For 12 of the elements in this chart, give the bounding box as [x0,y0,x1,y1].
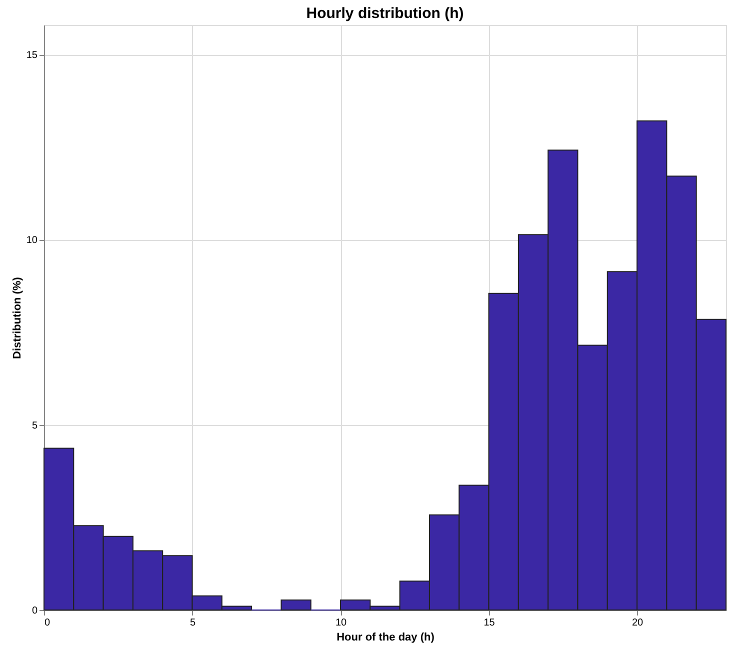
x-tick-label: 5 [190,618,196,628]
x-tick-label: 20 [632,618,644,628]
y-tick-label: 10 [26,235,38,246]
x-tick-label: 10 [335,618,348,628]
x-tick-label: 0 [44,618,50,628]
y-axis-title: Distribution (%) [11,276,24,359]
x-tick-label: 15 [484,618,496,628]
y-tick-label: 5 [32,420,38,432]
y-tick-label: 15 [26,50,38,62]
y-tick-label: 0 [32,606,38,616]
x-axis-title: Hour of the day (h) [336,632,435,644]
chart-title: Hourly distribution (h) [306,5,464,22]
